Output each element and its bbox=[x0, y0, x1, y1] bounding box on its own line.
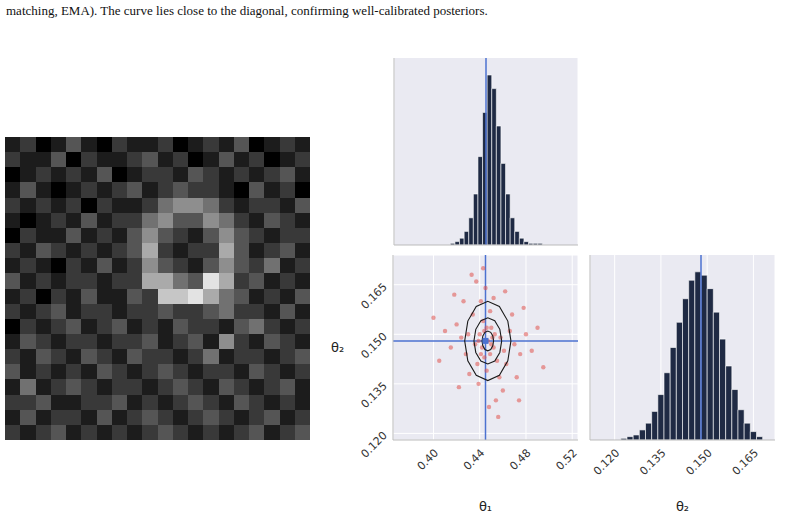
svg-text:0.150: 0.150 bbox=[358, 330, 389, 361]
svg-text:0.150: 0.150 bbox=[683, 446, 714, 477]
svg-text:0.120: 0.120 bbox=[591, 446, 622, 477]
svg-text:0.52: 0.52 bbox=[553, 446, 580, 473]
svg-text:0.135: 0.135 bbox=[637, 446, 668, 477]
svg-text:0.40: 0.40 bbox=[415, 446, 442, 473]
html-text:matching, EMA). The curve lies: matching, EMA). The curve lies close to … bbox=[6, 3, 488, 18]
svg-text:0.135: 0.135 bbox=[358, 380, 389, 411]
svg-text:0.165: 0.165 bbox=[358, 280, 389, 311]
svg-text:θ₂: θ₂ bbox=[331, 340, 344, 355]
svg-text:0.44: 0.44 bbox=[461, 446, 488, 473]
svg-text:θ₁: θ₁ bbox=[479, 499, 492, 514]
svg-text:0.48: 0.48 bbox=[507, 446, 534, 473]
svg-text:0.120: 0.120 bbox=[358, 429, 389, 460]
svg-text:0.165: 0.165 bbox=[730, 446, 761, 477]
svg-text:θ₂: θ₂ bbox=[676, 499, 689, 514]
